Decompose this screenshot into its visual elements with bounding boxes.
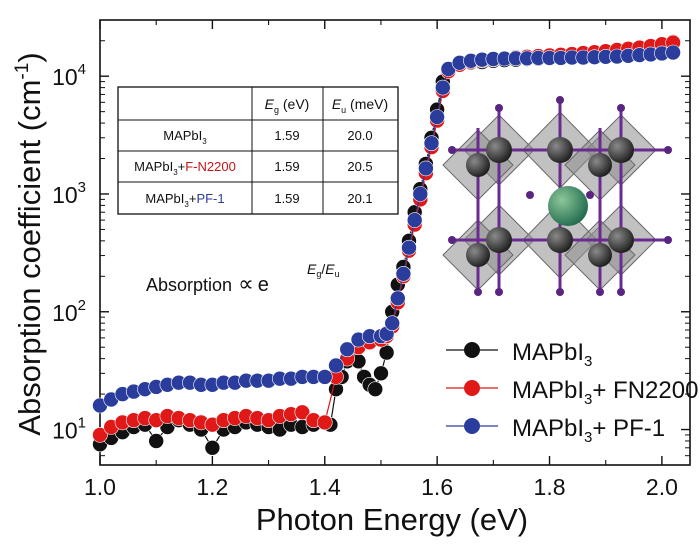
data-point <box>204 439 221 456</box>
svg-text:Eg/Eu: Eg/Eu <box>307 261 340 279</box>
axis-ticks <box>99 19 690 466</box>
y-tick-label: 102 <box>52 297 86 326</box>
data-point <box>373 365 389 382</box>
data-point <box>665 44 681 61</box>
plot-frame <box>99 19 691 466</box>
legend-item-pf1: MAPbI3+ PF-1 <box>446 415 665 446</box>
x-tick-label: 1.6 <box>421 474 453 500</box>
table-header-eg: Eg (eV) <box>265 96 310 115</box>
table-row-1-sample: MAPbI3 <box>163 128 207 146</box>
data-point <box>328 357 344 374</box>
urbach-formula: Absorption ∝ e Eg/Eu <box>146 261 340 296</box>
table-row-2-eu: 20.5 <box>347 159 372 174</box>
data-point <box>367 381 384 398</box>
legend-label-fn2200: MAPbI3+ FN2200 <box>512 377 698 408</box>
svg-text:Absorption∝e: Absorption ∝ e <box>146 271 269 296</box>
data-point <box>429 109 445 125</box>
table-row-1-eu: 20.0 <box>347 128 372 143</box>
data-point <box>418 160 434 177</box>
x-tick-label: 1.0 <box>84 474 116 500</box>
y-tick-label: 103 <box>52 179 86 208</box>
data-point <box>434 79 451 96</box>
x-axis-title: Photon Energy (eV) <box>256 502 528 537</box>
x-tick-label: 1.8 <box>534 474 566 500</box>
data-point <box>384 315 401 332</box>
data-point <box>92 427 108 443</box>
data-point <box>423 135 440 151</box>
data-point <box>389 290 406 307</box>
series-3 <box>92 44 681 414</box>
data-point <box>316 414 333 431</box>
table-row-3-eg: 1.59 <box>274 191 299 206</box>
legend-item-mapbi3: MAPbI3 <box>446 339 592 370</box>
data-point <box>294 404 311 421</box>
y-axis-title: Absorption coefficient (cm-1) <box>12 52 47 435</box>
perovskite-crystal-structure-icon <box>442 96 672 296</box>
data-point <box>412 186 429 202</box>
series-layer <box>92 34 681 456</box>
table-row-2-eg: 1.59 <box>274 159 299 174</box>
y-tick-label: 104 <box>52 61 86 90</box>
x-tick-label: 1.4 <box>309 474 341 500</box>
table-row-3-eu: 20.1 <box>347 191 372 206</box>
data-point <box>339 341 356 358</box>
data-point <box>378 344 395 361</box>
legend-item-fn2200: MAPbI3+ FN2200 <box>446 377 698 408</box>
table-header-eu: Eu (meV) <box>332 96 388 115</box>
table-row-3-sample: MAPbI3+PF-1 <box>145 191 224 209</box>
axis-tick-labels: 1.0 1.2 1.4 1.6 1.8 2.0 101 102 103 104 <box>52 61 678 500</box>
table-row-2-sample: MAPbI3+F-N2200 <box>134 159 236 177</box>
data-point <box>316 369 333 385</box>
data-point <box>406 212 423 228</box>
summary-table: Eg (eV) Eu (meV) MAPbI3 1.59 20.0 MAPbI3… <box>117 86 399 215</box>
x-tick-label: 1.2 <box>196 474 228 500</box>
table-row-1-eg: 1.59 <box>274 128 299 143</box>
legend-label-mapbi3: MAPbI3 <box>512 339 592 370</box>
legend-label-pf1: MAPbI3+ PF-1 <box>512 415 665 446</box>
data-point <box>401 239 417 256</box>
x-tick-label: 2.0 <box>646 474 678 500</box>
legend: MAPbI3 MAPbI3+ FN2200 MAPbI3+ PF-1 <box>446 339 698 446</box>
y-tick-label: 101 <box>52 415 86 444</box>
data-point <box>148 433 164 449</box>
data-point <box>395 265 412 282</box>
